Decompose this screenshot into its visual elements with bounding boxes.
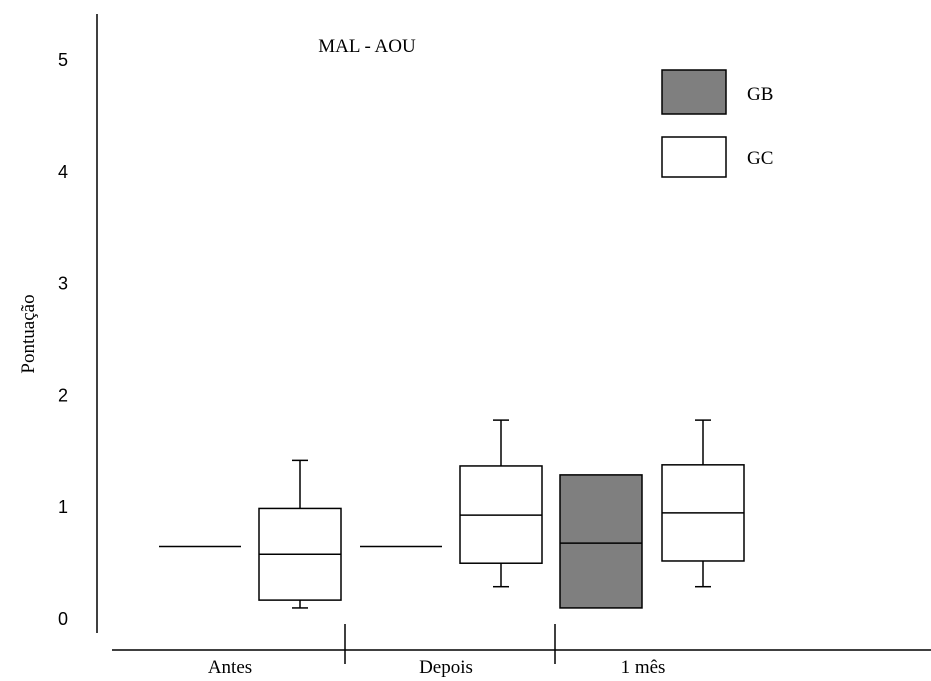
legend: GB GC (661, 69, 773, 178)
y-tick-label: 2 (58, 385, 68, 405)
x-category-label: Depois (419, 657, 473, 678)
y-tick-label: 0 (58, 609, 68, 629)
box-gc-2 (661, 419, 745, 588)
chart-title: MAL - AOU (318, 36, 416, 57)
legend-swatch-gb (661, 69, 727, 115)
box-body (559, 474, 643, 609)
box-gc-0 (258, 459, 342, 609)
y-tick-label: 4 (58, 162, 68, 182)
legend-label-gc: GC (747, 148, 773, 169)
box-gc-1 (459, 419, 543, 588)
box-series (159, 419, 745, 609)
x-axis-category-labels: Antes Depois 1 mês (208, 624, 666, 678)
x-category-label: Antes (208, 657, 252, 678)
legend-label-gb: GB (747, 84, 773, 105)
y-axis-tick-labels: 0 1 2 3 4 5 (58, 50, 68, 629)
y-tick-label: 3 (58, 274, 68, 294)
box-gb-2 (559, 474, 643, 609)
legend-swatch-gc (661, 136, 727, 178)
y-tick-label: 5 (58, 50, 68, 70)
y-axis-label: Pontuação (18, 294, 39, 373)
x-category-label: 1 mês (621, 657, 666, 678)
y-tick-label: 1 (58, 497, 68, 517)
